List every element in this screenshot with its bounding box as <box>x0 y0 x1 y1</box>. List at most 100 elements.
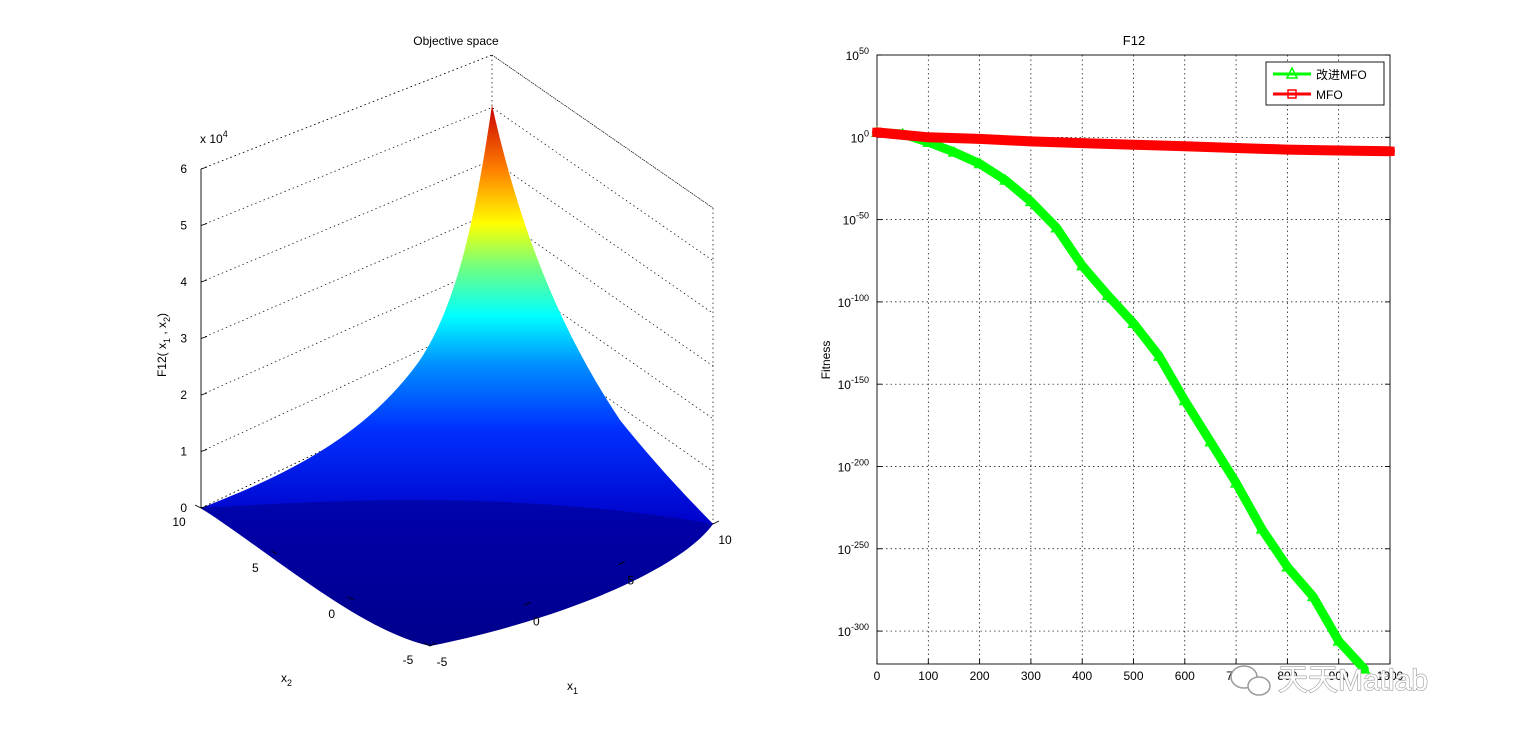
surface-z-tick-label: 1 <box>180 445 187 459</box>
surface-z-tick-mark <box>200 449 208 452</box>
surface-z-exponent: x 104 <box>200 129 228 146</box>
convergence-plot: F12 01002003004005006007008009001000 105… <box>819 33 1404 683</box>
series-point-improved-mfo <box>947 145 961 157</box>
convergence-x-tick-label: 0 <box>874 669 881 683</box>
series-point-improved-mfo <box>1332 634 1345 646</box>
legend-label-mfo: MFO <box>1316 88 1343 102</box>
convergence-series <box>870 126 1395 674</box>
legend: 改进MFO MFO <box>1265 61 1385 106</box>
surface-z-tick-mark <box>200 336 208 339</box>
surface-x2-tick-mark <box>194 504 202 509</box>
surface-x1-tick-label: 0 <box>533 614 540 628</box>
surface-z-tick-label: 4 <box>180 275 187 289</box>
surface-z-tick-mark <box>200 392 208 396</box>
surface-x1-tick-mark <box>524 601 531 606</box>
convergence-y-tick-label: 100 <box>851 128 869 145</box>
surface-x2-tick-label: 10 <box>172 515 186 529</box>
surface-x2-tick-mark <box>347 596 354 601</box>
series-point-mfo <box>1026 136 1036 147</box>
convergence-y-tick-label: 10-300 <box>838 622 869 639</box>
series-point-improved-mfo <box>1101 288 1114 300</box>
convergence-y-ticks: 1050 100 10-50 10-100 10-150 10-200 10-250 10-3… <box>838 46 1390 639</box>
series-point-improved-mfo <box>1229 476 1243 488</box>
watermark-text: 天天Matlab <box>1278 664 1428 697</box>
convergence-x-tick-label: 200 <box>970 669 990 683</box>
series-point-improved-mfo <box>1281 560 1294 572</box>
convergence-x-tick-label: 400 <box>1072 669 1092 683</box>
series-point-mfo <box>1128 140 1139 150</box>
surface-x2-tick-mark <box>271 550 278 555</box>
surface-z-ticks: 0 1 2 3 4 5 6 <box>180 162 208 515</box>
series-point-improved-mfo <box>1255 522 1268 534</box>
series-point-improved-mfo <box>1076 259 1089 271</box>
surface-x2-ticks: -5 0 5 10 <box>172 504 431 667</box>
series-point-improved-mfo <box>1127 316 1140 328</box>
convergence-y-tick-label: 10-150 <box>838 375 869 392</box>
series-point-mfo <box>1385 146 1395 156</box>
convergence-y-label: Fitness <box>819 341 833 380</box>
surface-z-tick-mark <box>200 166 208 170</box>
surface-z-tick-label: 5 <box>180 219 187 233</box>
series-point-improved-mfo <box>1358 662 1371 674</box>
convergence-x-tick-label: 800 <box>1277 669 1297 683</box>
series-point-improved-mfo <box>1306 590 1320 602</box>
surface-z-tick-label: 3 <box>180 332 187 346</box>
convergence-x-tick-label: 300 <box>1021 669 1041 683</box>
series-point-mfo <box>872 127 882 138</box>
surface-x1-tick-label: 10 <box>718 533 732 547</box>
convergence-x-tick-label: 100 <box>918 669 938 683</box>
series-point-mfo <box>1077 138 1087 148</box>
surface-z-tick-mark <box>200 505 208 509</box>
surface-x1-ticks: -5 0 5 10 <box>429 520 732 669</box>
series-point-improved-mfo <box>1204 435 1217 447</box>
surface-z-gridline <box>200 54 714 209</box>
surface-z-tick-mark <box>200 279 208 283</box>
convergence-y-tick-label: 10-50 <box>843 211 869 228</box>
convergence-x-tick-label: 900 <box>1329 669 1349 683</box>
surface-x1-tick-label: 5 <box>627 574 634 588</box>
series-point-improved-mfo <box>999 173 1012 185</box>
surface-z-tick-label: 2 <box>180 388 187 402</box>
series-point-mfo <box>1334 145 1344 156</box>
surface-x1-tick-mark <box>429 642 437 647</box>
surface-x2-tick-label: -5 <box>403 653 414 667</box>
series-point-mfo <box>1282 144 1293 155</box>
surface-z-exponent-base: x 10 <box>200 132 223 146</box>
surface-z-tick-label: 0 <box>180 501 187 515</box>
series-line-improved-mfo <box>872 127 1369 674</box>
series-point-mfo <box>923 132 933 142</box>
watermark: 天天Matlab <box>1230 663 1429 698</box>
surface-z-tick-mark <box>200 223 208 226</box>
series-point-improved-mfo <box>1024 195 1038 207</box>
legend-label-improved: 改进MFO <box>1316 68 1367 82</box>
series-point-improved-mfo <box>1178 394 1191 406</box>
series-point-improved-mfo <box>973 157 986 169</box>
convergence-y-tick-label: 10-250 <box>838 540 869 557</box>
series-point-mfo <box>1180 141 1190 152</box>
surface-z-exponent-power: 4 <box>223 129 228 139</box>
legend-box <box>1265 61 1385 106</box>
convergence-x-tick-label: 600 <box>1175 669 1195 683</box>
legend-square-marker <box>1287 89 1297 99</box>
wechat-icon <box>1230 665 1271 696</box>
convergence-y-tick-label: 10-200 <box>838 457 869 474</box>
surface-z-tick-label: 6 <box>180 162 187 176</box>
surface-title: Objective space <box>413 34 499 48</box>
surface-shadow-band <box>201 500 713 646</box>
surface-x1-label: x1 <box>567 679 578 696</box>
series-line-mfo <box>872 127 1395 157</box>
surface-z-gridline <box>200 107 714 261</box>
convergence-y-tick-label: 10-100 <box>838 293 869 310</box>
surface-x2-tick-label: 0 <box>328 607 335 621</box>
convergence-title: F12 <box>1123 33 1145 48</box>
convergence-x-tick-label: 500 <box>1123 669 1143 683</box>
surface-z-gridline <box>200 212 714 367</box>
surface-z-label: F12( x1 , x2) <box>155 313 172 377</box>
surface-x2-label: x2 <box>281 671 292 688</box>
series-point-improved-mfo <box>1153 349 1166 361</box>
surface-x1-tick-mark <box>712 520 720 525</box>
convergence-x-tick-label: 1000 <box>1377 669 1404 683</box>
legend-triangle-marker <box>1285 66 1299 79</box>
